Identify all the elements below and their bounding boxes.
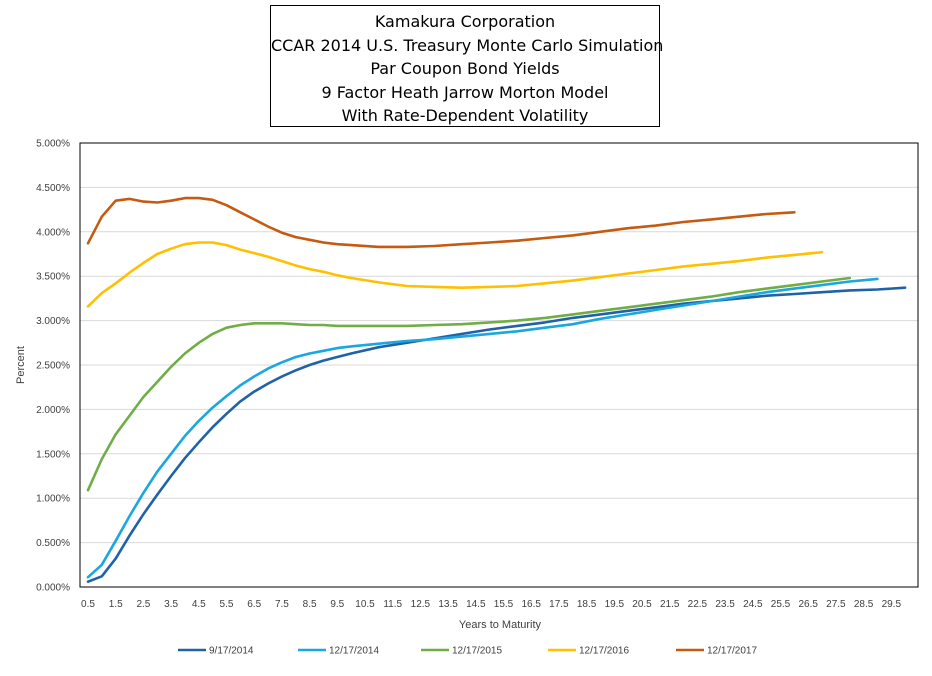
chart-title-line-2: CCAR 2014 U.S. Treasury Monte Carlo Simu… [271, 35, 664, 55]
legend-label: 9/17/2014 [209, 646, 254, 657]
chart-title-line-5: With Rate-Dependent Volatility [341, 106, 589, 125]
x-tick-label: 10.5 [355, 599, 375, 610]
x-tick-label: 2.5 [136, 599, 150, 610]
x-tick-label: 25.5 [771, 599, 791, 610]
x-tick-label: 29.5 [882, 599, 902, 610]
y-tick-label: 4.000% [36, 227, 70, 238]
x-tick-label: 12.5 [411, 599, 431, 610]
x-tick-label: 5.5 [220, 599, 234, 610]
legend-label: 12/17/2016 [579, 646, 629, 657]
x-tick-label: 24.5 [743, 599, 763, 610]
chart-title-line-4: 9 Factor Heath Jarrow Morton Model [321, 82, 609, 102]
series-line-1 [86, 286, 907, 583]
x-tick-label: 28.5 [854, 599, 874, 610]
legend-item: 9/17/2014 [178, 646, 254, 657]
y-tick-label: 2.500% [36, 361, 70, 372]
x-tick-label: 7.5 [275, 599, 289, 610]
series-line-5 [86, 196, 796, 249]
chart-title-box: Kamakura Corporation CCAR 2014 U.S. Trea… [270, 5, 664, 127]
legend-label: 12/17/2014 [329, 646, 379, 657]
y-axis-title: Percent [15, 346, 27, 384]
x-tick-label: 22.5 [688, 599, 708, 610]
x-tick-label: 11.5 [383, 599, 402, 610]
y-tick-label: 5.000% [36, 139, 70, 150]
x-tick-label: 20.5 [632, 599, 652, 610]
legend-label: 12/17/2017 [707, 646, 757, 657]
y-tick-label: 0.000% [36, 583, 70, 594]
y-tick-label: 4.500% [36, 183, 70, 194]
legend-label: 12/17/2015 [452, 646, 502, 657]
y-tick-label: 3.500% [36, 272, 70, 283]
x-tick-label: 4.5 [192, 599, 206, 610]
y-tick-label: 2.000% [36, 405, 70, 416]
x-tick-label: 13.5 [438, 599, 458, 610]
chart-title-line-1: Kamakura Corporation [374, 12, 556, 31]
series-line-3 [86, 276, 852, 492]
chart-title-line-3: Par Coupon Bond Yields [370, 59, 560, 78]
x-tick-label: 1.5 [109, 599, 123, 610]
x-tick-label: 21.5 [660, 599, 680, 610]
x-tick-label: 3.5 [164, 599, 178, 610]
x-tick-label: 8.5 [303, 599, 317, 610]
legend-item: 12/17/2014 [298, 646, 379, 657]
x-tick-label: 17.5 [549, 599, 569, 610]
x-tick-label: 15.5 [494, 599, 514, 610]
x-tick-label: 23.5 [715, 599, 735, 610]
plot-border [79, 142, 919, 588]
series-line-2 [86, 277, 879, 579]
x-tick-label: 16.5 [521, 599, 541, 610]
x-tick-label: 26.5 [798, 599, 818, 610]
x-tick-label: 18.5 [577, 599, 597, 610]
y-tick-label: 3.000% [36, 316, 70, 327]
legend-item: 12/17/2016 [548, 646, 629, 657]
legend-item: 12/17/2015 [421, 646, 502, 657]
y-tick-label: 1.500% [36, 449, 70, 460]
x-tick-label: 14.5 [466, 599, 486, 610]
x-tick-label: 19.5 [605, 599, 625, 610]
x-tick-label: 6.5 [247, 599, 261, 610]
y-tick-label: 0.500% [36, 538, 70, 549]
y-tick-label: 1.000% [36, 494, 70, 505]
series-line-4 [86, 241, 824, 308]
x-axis-title: Years to Maturity [459, 619, 542, 631]
x-tick-label: 27.5 [826, 599, 846, 610]
x-tick-label: 0.5 [81, 599, 95, 610]
x-tick-label: 9.5 [330, 599, 344, 610]
legend-item: 12/17/2017 [676, 646, 757, 657]
